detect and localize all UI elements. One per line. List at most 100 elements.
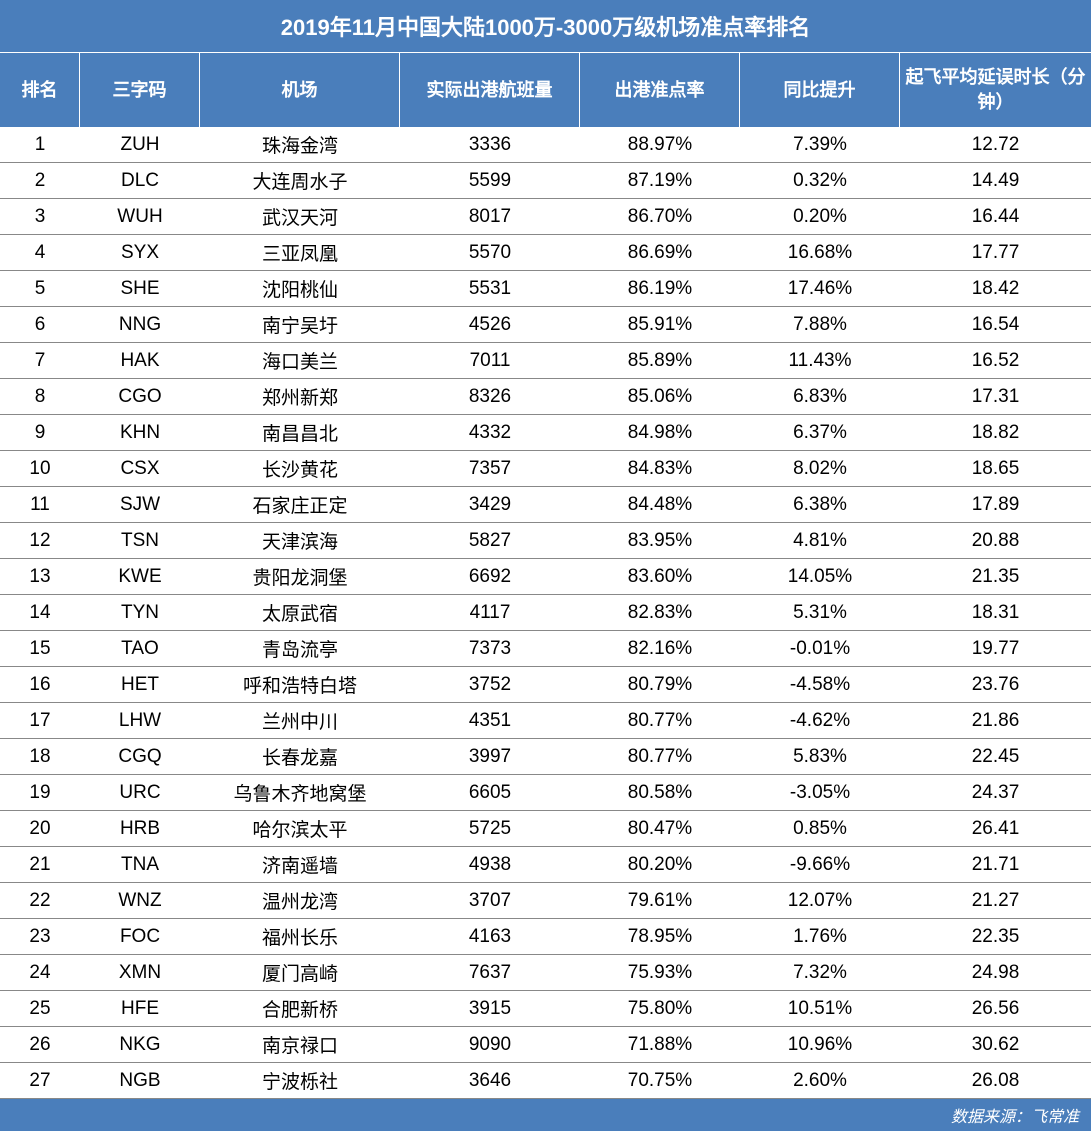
cell-code: TNA bbox=[80, 847, 200, 882]
cell-flights: 3915 bbox=[400, 991, 580, 1026]
cell-delay: 16.44 bbox=[900, 199, 1091, 234]
cell-yoy: 0.32% bbox=[740, 163, 900, 198]
cell-code: HFE bbox=[80, 991, 200, 1026]
table-row: 2DLC大连周水子559987.19%0.32%14.49 bbox=[0, 163, 1091, 199]
cell-airport: 天津滨海 bbox=[200, 523, 400, 558]
cell-delay: 17.77 bbox=[900, 235, 1091, 270]
cell-airport: 三亚凤凰 bbox=[200, 235, 400, 270]
table-row: 26NKG南京禄口909071.88%10.96%30.62 bbox=[0, 1027, 1091, 1063]
table-row: 23FOC福州长乐416378.95%1.76%22.35 bbox=[0, 919, 1091, 955]
cell-delay: 21.35 bbox=[900, 559, 1091, 594]
cell-airport: 宁波栎社 bbox=[200, 1063, 400, 1098]
cell-airport: 南宁吴圩 bbox=[200, 307, 400, 342]
cell-code: TSN bbox=[80, 523, 200, 558]
cell-yoy: -4.62% bbox=[740, 703, 900, 738]
table-row: 19URC乌鲁木齐地窝堡660580.58%-3.05%24.37 bbox=[0, 775, 1091, 811]
table-row: 11SJW石家庄正定342984.48%6.38%17.89 bbox=[0, 487, 1091, 523]
cell-airport: 郑州新郑 bbox=[200, 379, 400, 414]
cell-delay: 26.56 bbox=[900, 991, 1091, 1026]
cell-yoy: 7.32% bbox=[740, 955, 900, 990]
header-code: 三字码 bbox=[80, 53, 200, 127]
cell-rank: 5 bbox=[0, 271, 80, 306]
cell-delay: 24.98 bbox=[900, 955, 1091, 990]
cell-rank: 20 bbox=[0, 811, 80, 846]
cell-flights: 4351 bbox=[400, 703, 580, 738]
cell-airport: 呼和浩特白塔 bbox=[200, 667, 400, 702]
table-footer: 数据来源：飞常准 bbox=[0, 1099, 1091, 1131]
cell-delay: 23.76 bbox=[900, 667, 1091, 702]
cell-rank: 3 bbox=[0, 199, 80, 234]
cell-rank: 26 bbox=[0, 1027, 80, 1062]
cell-code: NKG bbox=[80, 1027, 200, 1062]
cell-rank: 2 bbox=[0, 163, 80, 198]
cell-code: TYN bbox=[80, 595, 200, 630]
cell-ontime: 71.88% bbox=[580, 1027, 740, 1062]
cell-rank: 14 bbox=[0, 595, 80, 630]
cell-flights: 4117 bbox=[400, 595, 580, 630]
cell-code: HAK bbox=[80, 343, 200, 378]
table-row: 24XMN厦门高崎763775.93%7.32%24.98 bbox=[0, 955, 1091, 991]
cell-ontime: 87.19% bbox=[580, 163, 740, 198]
header-rank: 排名 bbox=[0, 53, 80, 127]
cell-code: LHW bbox=[80, 703, 200, 738]
table-row: 21TNA济南遥墙493880.20%-9.66%21.71 bbox=[0, 847, 1091, 883]
cell-code: SYX bbox=[80, 235, 200, 270]
cell-airport: 哈尔滨太平 bbox=[200, 811, 400, 846]
cell-ontime: 75.80% bbox=[580, 991, 740, 1026]
cell-code: TAO bbox=[80, 631, 200, 666]
cell-yoy: 0.20% bbox=[740, 199, 900, 234]
cell-delay: 21.27 bbox=[900, 883, 1091, 918]
cell-flights: 5570 bbox=[400, 235, 580, 270]
cell-rank: 19 bbox=[0, 775, 80, 810]
cell-yoy: 10.51% bbox=[740, 991, 900, 1026]
table-row: 12TSN天津滨海582783.95%4.81%20.88 bbox=[0, 523, 1091, 559]
cell-flights: 3707 bbox=[400, 883, 580, 918]
cell-rank: 21 bbox=[0, 847, 80, 882]
cell-flights: 3646 bbox=[400, 1063, 580, 1098]
cell-rank: 16 bbox=[0, 667, 80, 702]
cell-flights: 4938 bbox=[400, 847, 580, 882]
cell-rank: 22 bbox=[0, 883, 80, 918]
table-row: 22WNZ温州龙湾370779.61%12.07%21.27 bbox=[0, 883, 1091, 919]
cell-rank: 9 bbox=[0, 415, 80, 450]
cell-rank: 17 bbox=[0, 703, 80, 738]
table-row: 25HFE合肥新桥391575.80%10.51%26.56 bbox=[0, 991, 1091, 1027]
cell-rank: 11 bbox=[0, 487, 80, 522]
table-row: 7HAK海口美兰701185.89%11.43%16.52 bbox=[0, 343, 1091, 379]
cell-rank: 15 bbox=[0, 631, 80, 666]
cell-airport: 青岛流亭 bbox=[200, 631, 400, 666]
cell-flights: 7373 bbox=[400, 631, 580, 666]
cell-flights: 8326 bbox=[400, 379, 580, 414]
cell-flights: 8017 bbox=[400, 199, 580, 234]
cell-delay: 18.42 bbox=[900, 271, 1091, 306]
cell-flights: 4332 bbox=[400, 415, 580, 450]
cell-delay: 26.08 bbox=[900, 1063, 1091, 1098]
cell-yoy: 1.76% bbox=[740, 919, 900, 954]
cell-ontime: 83.95% bbox=[580, 523, 740, 558]
cell-flights: 3997 bbox=[400, 739, 580, 774]
table-row: 4SYX三亚凤凰557086.69%16.68%17.77 bbox=[0, 235, 1091, 271]
cell-airport: 武汉天河 bbox=[200, 199, 400, 234]
cell-ontime: 85.91% bbox=[580, 307, 740, 342]
cell-delay: 19.77 bbox=[900, 631, 1091, 666]
table-row: 20HRB哈尔滨太平572580.47%0.85%26.41 bbox=[0, 811, 1091, 847]
cell-rank: 6 bbox=[0, 307, 80, 342]
cell-yoy: 7.88% bbox=[740, 307, 900, 342]
cell-rank: 13 bbox=[0, 559, 80, 594]
cell-ontime: 80.58% bbox=[580, 775, 740, 810]
cell-delay: 14.49 bbox=[900, 163, 1091, 198]
cell-code: NNG bbox=[80, 307, 200, 342]
cell-ontime: 85.89% bbox=[580, 343, 740, 378]
table-row: 3WUH武汉天河801786.70%0.20%16.44 bbox=[0, 199, 1091, 235]
cell-yoy: 2.60% bbox=[740, 1063, 900, 1098]
cell-ontime: 84.83% bbox=[580, 451, 740, 486]
cell-code: CGQ bbox=[80, 739, 200, 774]
cell-delay: 24.37 bbox=[900, 775, 1091, 810]
cell-flights: 6605 bbox=[400, 775, 580, 810]
cell-flights: 7637 bbox=[400, 955, 580, 990]
cell-flights: 3336 bbox=[400, 127, 580, 162]
cell-airport: 南昌昌北 bbox=[200, 415, 400, 450]
cell-delay: 22.45 bbox=[900, 739, 1091, 774]
cell-flights: 4163 bbox=[400, 919, 580, 954]
cell-flights: 7011 bbox=[400, 343, 580, 378]
